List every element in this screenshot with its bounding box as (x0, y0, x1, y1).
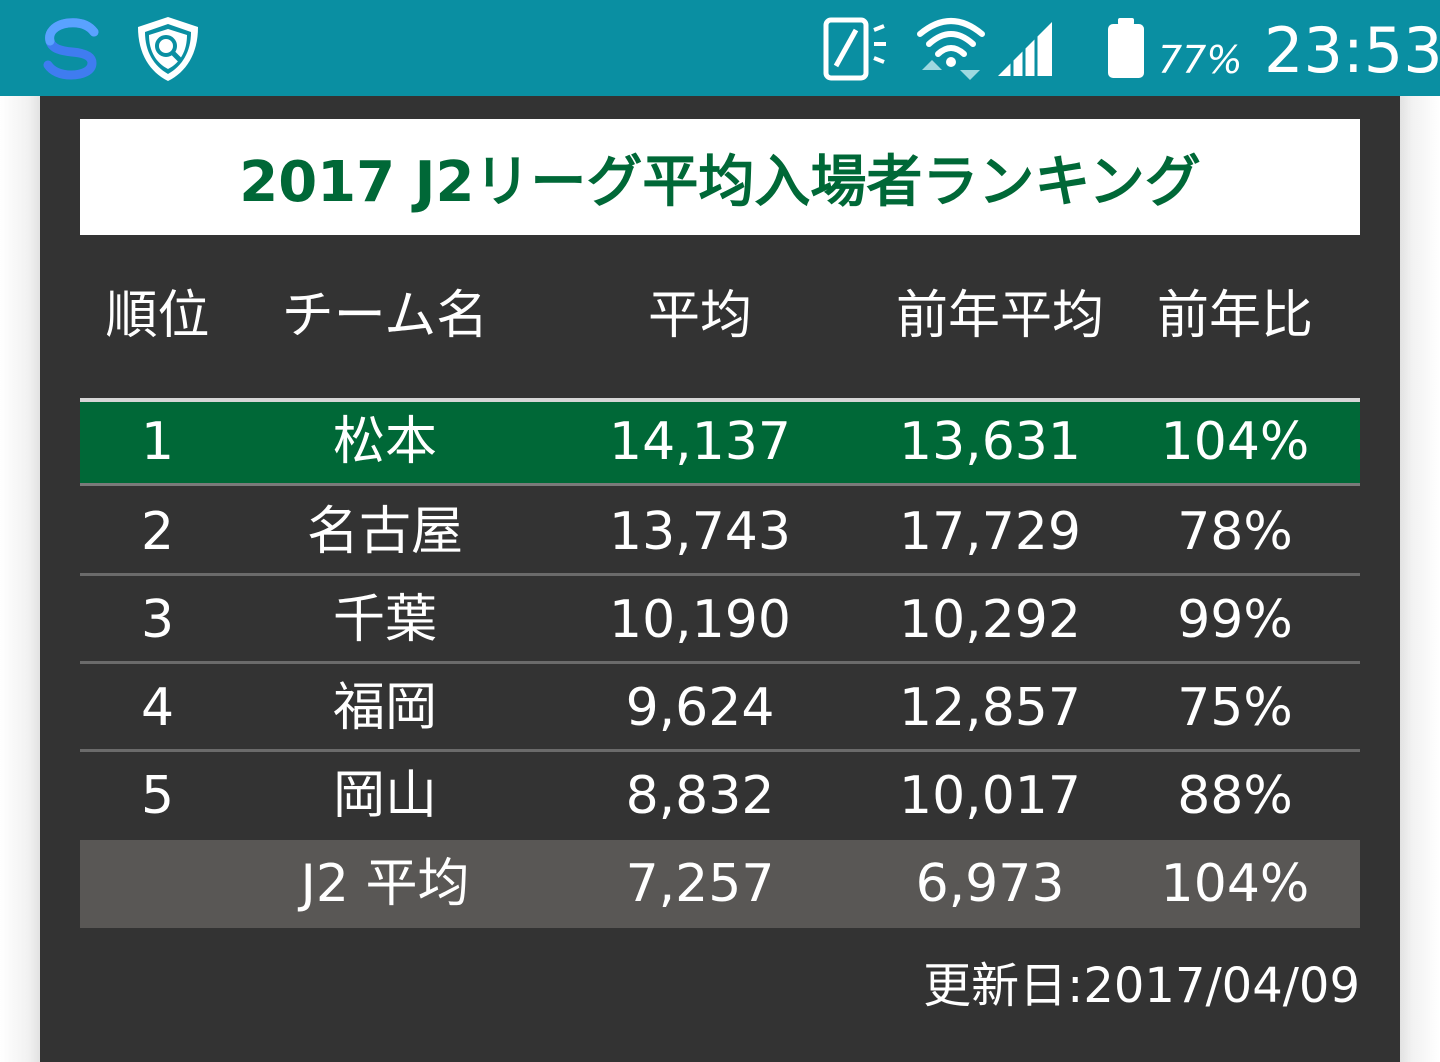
table-row: 3 千葉 10,190 10,292 99% (80, 576, 1360, 664)
ranking-title: 2017 J2リーグ平均入場者ランキング (239, 149, 1201, 215)
battery-percent: 77% (1158, 38, 1243, 82)
cell-signal-icon (994, 18, 1056, 78)
rank-cell: 5 (140, 766, 175, 826)
ratio-cell: 104% (1160, 412, 1310, 472)
prev-average-cell: 10,292 (899, 590, 1081, 650)
average-cell: 13,743 (609, 502, 791, 562)
table-row: 1 松本 14,137 13,631 104% (80, 398, 1360, 486)
team-cell: 松本 (332, 412, 437, 472)
ranking-panel: 2017 J2リーグ平均入場者ランキング 順位 チーム名 平均 前年平均 前年比… (40, 96, 1400, 1062)
table-row: 2 名古屋 13,743 17,729 78% (80, 488, 1360, 576)
prev-average-cell: 6,973 (915, 854, 1065, 914)
average-cell: 10,190 (609, 590, 791, 650)
prev-average-cell: 13,631 (899, 412, 1081, 472)
header-ratio: 前年比 (1156, 286, 1313, 346)
shield-search-icon[interactable] (132, 14, 204, 84)
left-margin (0, 96, 40, 1062)
average-cell: 8,832 (625, 766, 775, 826)
rank-cell: 3 (140, 590, 175, 650)
average-cell: 7,257 (625, 854, 775, 914)
ratio-cell: 78% (1177, 502, 1293, 562)
prev-average-cell: 12,857 (899, 678, 1081, 738)
row-divider (80, 483, 1360, 486)
ratio-cell: 104% (1160, 854, 1310, 914)
rank-cell (80, 840, 235, 928)
prev-average-cell: 17,729 (899, 502, 1081, 562)
ratio-cell: 99% (1177, 590, 1293, 650)
status-bar: 77% 23:53 (0, 0, 1440, 96)
rank-cell: 2 (140, 502, 175, 562)
right-margin (1400, 96, 1440, 1062)
ratio-cell: 88% (1177, 766, 1293, 826)
clock: 23:53 (1264, 14, 1440, 87)
title-banner: 2017 J2リーグ平均入場者ランキング (80, 119, 1360, 235)
header-prev-average: 前年平均 (895, 286, 1104, 346)
table-row: 5 岡山 8,832 10,017 88% (80, 752, 1360, 840)
header-team: チーム名 (281, 286, 489, 346)
team-cell: 名古屋 (306, 502, 463, 562)
row-divider (80, 573, 1360, 576)
row-divider (80, 661, 1360, 664)
rank-cell: 4 (140, 678, 175, 738)
team-cell: J2 平均 (300, 854, 470, 914)
prev-average-cell: 10,017 (899, 766, 1081, 826)
battery-icon (1104, 16, 1148, 80)
rank-cell: 1 (140, 412, 175, 472)
team-cell: 岡山 (332, 766, 437, 826)
team-cell: 福岡 (332, 678, 437, 738)
ratio-cell: 75% (1177, 678, 1293, 738)
average-cell: 9,624 (625, 678, 775, 738)
header-rank: 順位 (105, 286, 210, 346)
average-cell: 14,137 (609, 412, 791, 472)
team-cell: 千葉 (332, 590, 437, 650)
vibrate-rotate-icon (822, 16, 892, 82)
average-row: J2 平均 7,257 6,973 104% (80, 840, 1360, 928)
row-divider (80, 749, 1360, 752)
updated-date: 更新日:2017/04/09 (923, 958, 1360, 1014)
wifi-icon (916, 12, 986, 82)
s-app-icon[interactable] (38, 18, 106, 80)
table-row: 4 福岡 9,624 12,857 75% (80, 664, 1360, 752)
header-average: 平均 (647, 286, 752, 346)
